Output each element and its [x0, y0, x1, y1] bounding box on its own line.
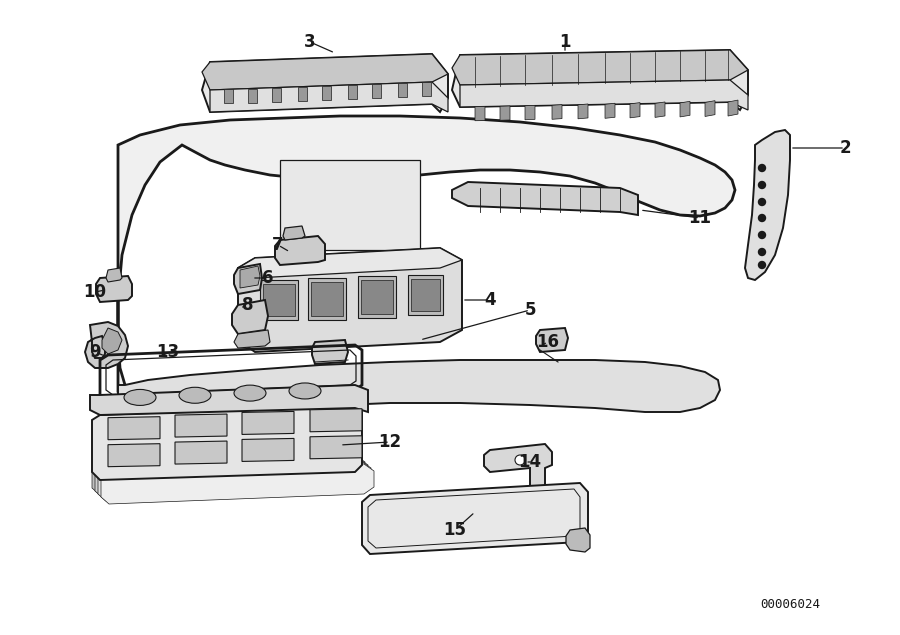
Polygon shape — [275, 236, 325, 265]
Circle shape — [759, 262, 766, 269]
Text: 10: 10 — [84, 283, 106, 301]
Polygon shape — [552, 105, 562, 119]
Circle shape — [515, 455, 525, 465]
Text: 16: 16 — [536, 333, 560, 351]
Text: 13: 13 — [157, 343, 180, 361]
Text: 6: 6 — [262, 269, 274, 287]
Polygon shape — [98, 461, 371, 501]
Polygon shape — [605, 104, 615, 118]
Polygon shape — [298, 87, 307, 101]
Polygon shape — [106, 268, 122, 282]
Circle shape — [759, 215, 766, 222]
Polygon shape — [398, 83, 407, 97]
Polygon shape — [92, 455, 365, 495]
Polygon shape — [312, 340, 348, 364]
Polygon shape — [680, 102, 690, 117]
Polygon shape — [248, 89, 257, 103]
Polygon shape — [101, 464, 374, 504]
Polygon shape — [234, 264, 262, 294]
Polygon shape — [745, 130, 790, 280]
Polygon shape — [175, 414, 227, 437]
Text: 3: 3 — [304, 33, 316, 51]
Polygon shape — [108, 444, 160, 467]
Polygon shape — [460, 80, 748, 110]
Text: 00006024: 00006024 — [760, 599, 820, 612]
Polygon shape — [263, 284, 295, 316]
Polygon shape — [358, 276, 396, 318]
Polygon shape — [238, 248, 462, 278]
Text: 8: 8 — [242, 296, 254, 314]
Circle shape — [759, 199, 766, 206]
Polygon shape — [310, 409, 362, 432]
Text: 11: 11 — [688, 209, 712, 227]
Polygon shape — [242, 438, 294, 462]
Ellipse shape — [179, 387, 211, 403]
Polygon shape — [92, 405, 362, 480]
Polygon shape — [422, 83, 431, 97]
Circle shape — [759, 232, 766, 239]
Polygon shape — [311, 282, 343, 316]
Polygon shape — [202, 54, 448, 90]
Polygon shape — [525, 105, 535, 120]
Text: 14: 14 — [518, 453, 542, 471]
Polygon shape — [118, 116, 735, 390]
Polygon shape — [475, 107, 485, 121]
Text: 7: 7 — [272, 236, 284, 254]
Polygon shape — [272, 88, 281, 102]
Text: 15: 15 — [444, 521, 466, 539]
Polygon shape — [90, 385, 368, 415]
Polygon shape — [240, 266, 260, 288]
Circle shape — [759, 164, 766, 171]
Polygon shape — [452, 182, 638, 215]
Text: 2: 2 — [839, 139, 850, 157]
Polygon shape — [224, 90, 233, 104]
Polygon shape — [372, 84, 381, 98]
Polygon shape — [96, 276, 132, 302]
Polygon shape — [536, 328, 568, 352]
Polygon shape — [408, 275, 443, 315]
Text: 5: 5 — [524, 301, 536, 319]
Polygon shape — [283, 226, 305, 240]
Polygon shape — [95, 458, 368, 498]
Ellipse shape — [289, 383, 321, 399]
Ellipse shape — [124, 389, 156, 405]
Polygon shape — [308, 278, 346, 320]
Polygon shape — [484, 444, 552, 495]
Polygon shape — [348, 85, 357, 99]
Polygon shape — [260, 280, 298, 320]
Polygon shape — [705, 101, 715, 116]
Polygon shape — [630, 103, 640, 118]
Polygon shape — [238, 248, 462, 352]
Circle shape — [759, 248, 766, 255]
Polygon shape — [655, 102, 665, 117]
Polygon shape — [210, 82, 448, 112]
Text: 12: 12 — [378, 433, 401, 451]
Polygon shape — [232, 300, 268, 334]
Polygon shape — [280, 160, 420, 250]
Polygon shape — [362, 483, 588, 554]
Text: 4: 4 — [484, 291, 496, 309]
Polygon shape — [118, 360, 720, 438]
Polygon shape — [728, 100, 738, 116]
Polygon shape — [578, 104, 588, 119]
Polygon shape — [452, 50, 748, 110]
Polygon shape — [242, 411, 294, 434]
Ellipse shape — [234, 385, 266, 401]
Text: 1: 1 — [559, 33, 571, 51]
Text: 9: 9 — [89, 343, 101, 361]
Polygon shape — [85, 322, 128, 368]
Polygon shape — [102, 328, 122, 354]
Polygon shape — [108, 417, 160, 439]
Polygon shape — [202, 54, 448, 112]
Polygon shape — [175, 441, 227, 464]
Polygon shape — [411, 279, 440, 311]
Circle shape — [759, 182, 766, 189]
Polygon shape — [566, 528, 590, 552]
Polygon shape — [452, 50, 748, 85]
Polygon shape — [500, 106, 510, 120]
Polygon shape — [322, 86, 331, 100]
Polygon shape — [361, 280, 393, 314]
Polygon shape — [234, 330, 270, 348]
Polygon shape — [310, 436, 362, 458]
